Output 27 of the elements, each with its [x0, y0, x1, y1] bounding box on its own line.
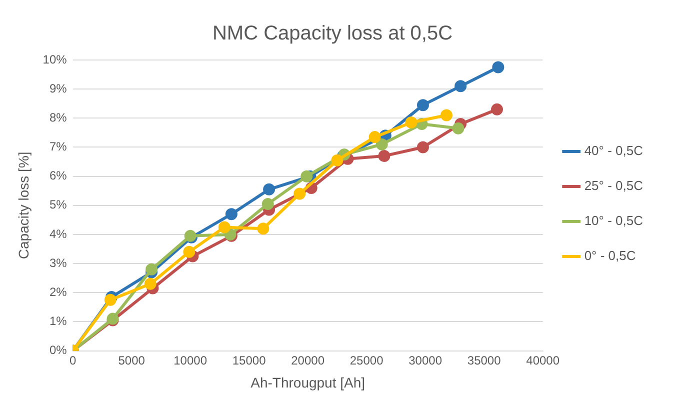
- x-tick-label: 20000: [291, 353, 325, 368]
- legend-label: 25° - 0,5C: [584, 178, 643, 194]
- y-tick-label: 1%: [49, 314, 68, 328]
- y-tick-label: 8%: [49, 110, 68, 124]
- x-tick-label: 35000: [467, 353, 502, 368]
- y-tick-label: 2%: [49, 284, 68, 299]
- x-tick-label: 40000: [526, 353, 560, 368]
- x-tick-label: 5000: [118, 353, 146, 368]
- y-tick-label: 9%: [49, 81, 68, 96]
- legend-label: 40° - 0,5C: [584, 143, 643, 158]
- x-tick-label: 15000: [232, 353, 266, 368]
- legend-label: 0° - 0,5C: [584, 248, 636, 264]
- legend-label: 10° - 0,5C: [584, 213, 643, 228]
- y-tick-label: 7%: [49, 140, 68, 154]
- y-tick-label: 6%: [49, 168, 68, 183]
- x-tick-label: 10000: [174, 353, 208, 368]
- chart-title: NMC Capacity loss at 0,5C: [212, 22, 453, 45]
- y-tick-label: 3%: [49, 256, 68, 270]
- x-tick-label: 25000: [350, 353, 384, 368]
- y-tick-label: 5%: [49, 198, 68, 212]
- y-tick-label: 0%: [49, 343, 68, 358]
- x-tick-label: 30000: [408, 353, 442, 368]
- y-tick-label: 10%: [42, 52, 68, 66]
- x-tick-label: 0: [69, 353, 76, 368]
- y-tick-label: 4%: [49, 226, 68, 241]
- x-axis-title: Ah-Througput [Ah]: [250, 374, 366, 390]
- y-axis-title: Capacity loss [%]: [15, 152, 32, 260]
